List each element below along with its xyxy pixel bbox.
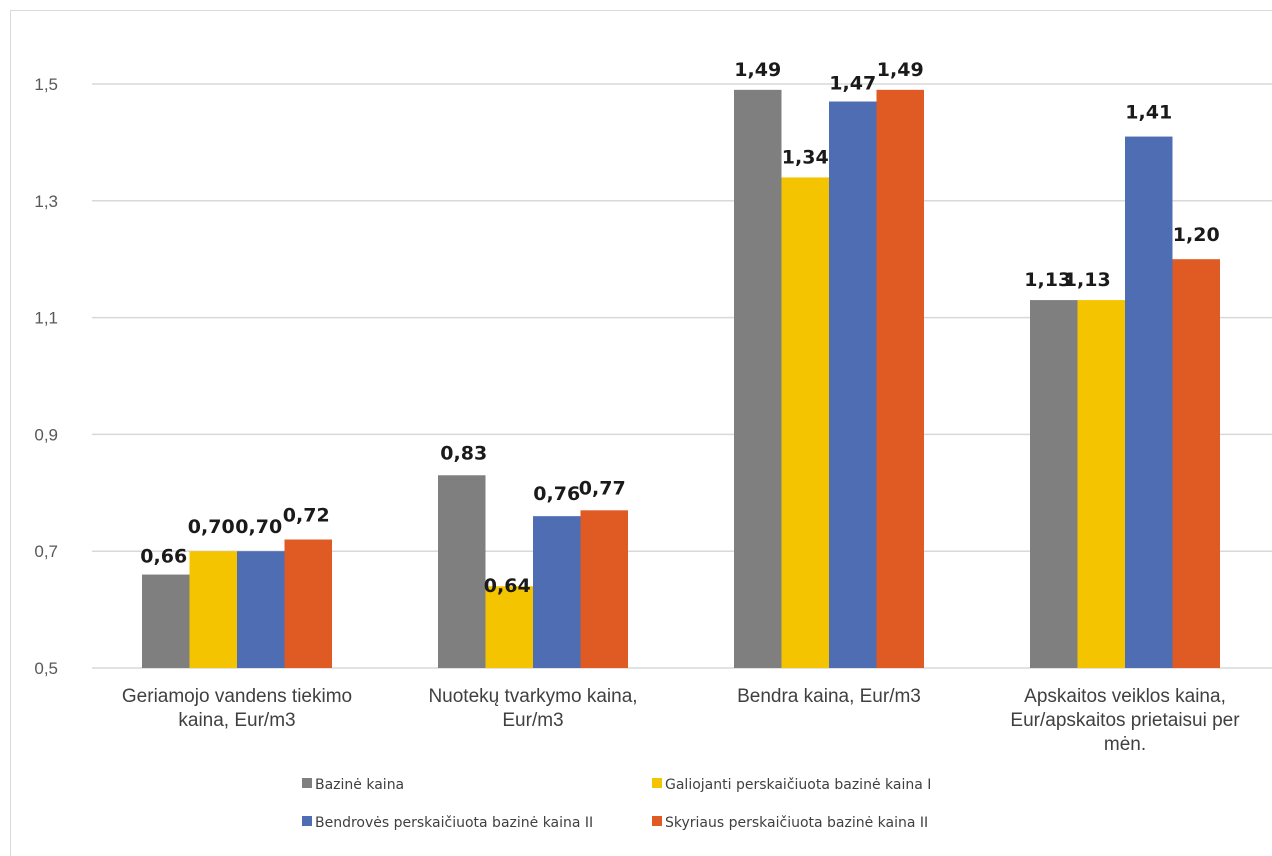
legend-label: Bazinė kaina: [315, 777, 404, 793]
data-label: 1,41: [1125, 102, 1172, 124]
bar: [829, 101, 877, 668]
bar: [284, 539, 332, 668]
legend-label: Bendrovės perskaičiuota bazinė kaina II: [315, 815, 593, 831]
bar: [734, 89, 782, 669]
bar: [1172, 259, 1220, 668]
data-label: 1,49: [877, 59, 924, 81]
data-label: 0,70: [188, 516, 235, 538]
data-label: 0,72: [283, 505, 330, 527]
bar: [533, 516, 581, 668]
y-tick-label: 1,5: [34, 75, 58, 94]
data-label: 1,13: [1024, 269, 1071, 291]
bar: [237, 551, 285, 668]
bar: [438, 475, 486, 668]
data-label: 1,47: [829, 73, 876, 95]
y-tick-label: 1,1: [34, 309, 58, 328]
bar: [781, 177, 829, 668]
data-label: 0,83: [440, 442, 487, 464]
bar: [876, 89, 924, 669]
data-label: 0,64: [484, 575, 531, 597]
category-label: Geriamojo vandens tiekimo: [122, 686, 352, 707]
bar: [485, 586, 533, 668]
bar: [1030, 300, 1078, 668]
bar: [189, 551, 237, 668]
data-label: 0,76: [533, 483, 580, 505]
category-label: Eur/m3: [502, 710, 563, 731]
data-label: 0,66: [140, 546, 187, 568]
bar: [142, 574, 190, 668]
data-label: 0,77: [579, 477, 626, 499]
category-label: kaina, Eur/m3: [178, 710, 295, 731]
bar: [1125, 136, 1173, 668]
legend-label: Skyriaus perskaičiuota bazinė kaina II: [665, 815, 928, 831]
data-label: 1,34: [782, 146, 829, 168]
y-tick-label: 0,7: [34, 542, 58, 561]
chart-frame: [10, 10, 1272, 856]
legend-swatch: [652, 778, 662, 788]
y-tick-label: 0,9: [34, 425, 58, 444]
category-label: Eur/apskaitos prietaisui per: [1010, 710, 1240, 731]
category-label: mėn.: [1104, 734, 1146, 755]
category-label: Bendra kaina, Eur/m3: [737, 686, 921, 707]
y-tick-label: 0,5: [34, 659, 58, 678]
legend-swatch: [652, 816, 662, 826]
data-label: 1,13: [1064, 269, 1111, 291]
bar: [580, 510, 628, 668]
bar: [1077, 300, 1125, 668]
legend-swatch: [302, 778, 312, 788]
legend-label: Galiojanti perskaičiuota bazinė kaina I: [665, 777, 931, 793]
legend-swatch: [302, 816, 312, 826]
category-label: Apskaitos veiklos kaina,: [1024, 686, 1226, 707]
data-label: 1,49: [734, 59, 781, 81]
category-label: Nuotekų tvarkymo kaina,: [428, 686, 637, 707]
data-label: 0,70: [235, 516, 282, 538]
y-tick-label: 1,3: [34, 192, 58, 211]
data-label: 1,20: [1173, 224, 1220, 246]
